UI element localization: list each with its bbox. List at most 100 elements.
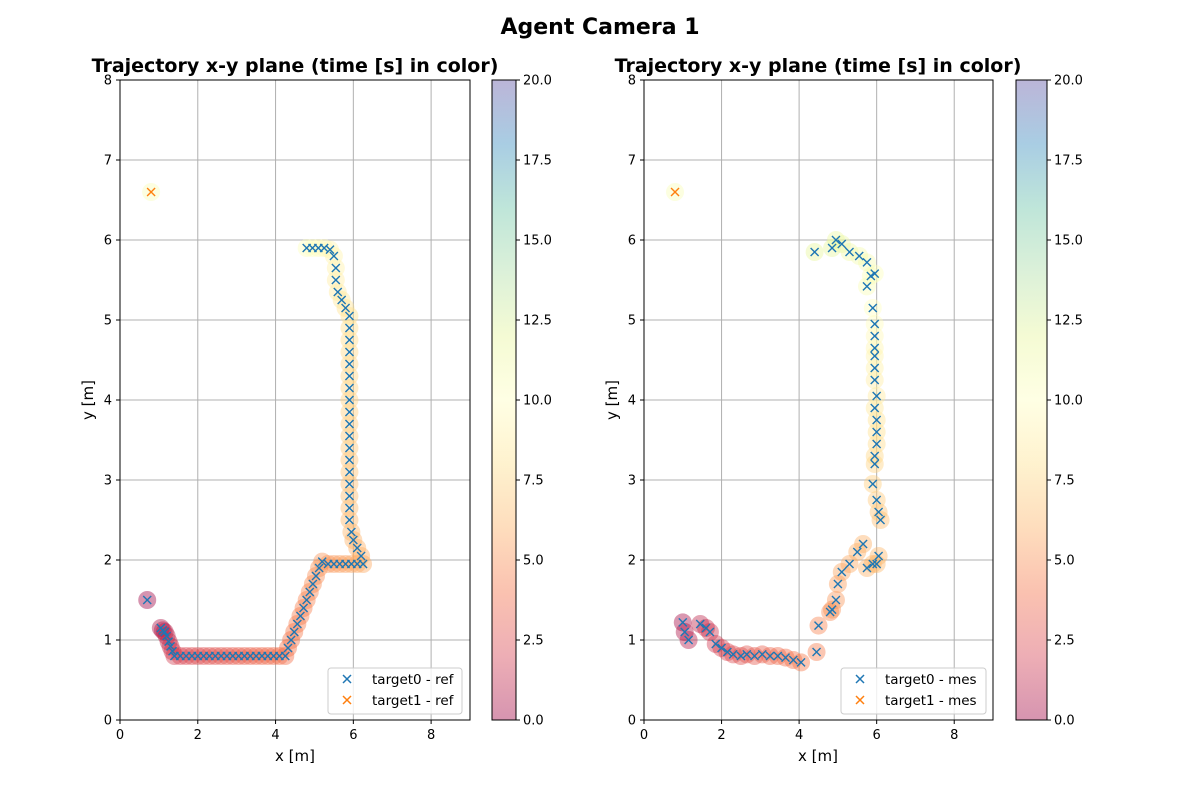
- x-marker: [344, 419, 354, 429]
- y-tick-label: 6: [104, 234, 112, 249]
- chart-1-marks: [138, 183, 373, 665]
- figure-title: Agent Camera 1: [500, 15, 699, 40]
- x-marker: [870, 459, 880, 469]
- x-tick-label: 6: [873, 728, 881, 743]
- x-marker: [684, 635, 694, 645]
- x-marker: [872, 391, 882, 401]
- y-tick-label: 0: [104, 714, 112, 729]
- x-marker: [344, 323, 354, 333]
- x-tick-label: 4: [795, 728, 803, 743]
- y-tick-label: 3: [104, 474, 112, 489]
- colorbar-tick-label: 20.0: [1054, 74, 1083, 89]
- chart-1-colorbar: 0.0 2.5 5.0 7.5 10.0 12.5 15.0 17.5 20.0: [491, 74, 552, 729]
- x-marker: [868, 479, 878, 489]
- x-marker: [831, 595, 841, 605]
- x-marker: [142, 595, 152, 605]
- legend-marker-target0-mes: [855, 674, 865, 684]
- x-marker: [872, 495, 882, 505]
- x-marker: [827, 243, 837, 253]
- chart-1-legend-box: [327, 667, 463, 715]
- x-marker: [314, 563, 324, 573]
- x-marker: [866, 271, 876, 281]
- legend-label-target0-mes: target0 - mes: [885, 672, 977, 688]
- legend-marker-target1-mes: [855, 695, 865, 705]
- chart-1-xlabel: x [m]: [275, 747, 315, 765]
- chart-1-colorbar-gradient: [491, 79, 517, 721]
- x-tick-label: 4: [271, 728, 279, 743]
- colorbar-tick-label: 15.0: [1054, 234, 1083, 249]
- chart-1-legend: target0 - ref target1 - ref: [327, 667, 463, 715]
- legend-marker-target1-ref: [342, 695, 352, 705]
- y-tick-label: 5: [104, 314, 112, 329]
- x-marker: [722, 647, 732, 657]
- x-marker: [868, 559, 878, 569]
- colorbar-tick-label: 17.5: [1054, 154, 1083, 169]
- x-marker: [344, 395, 354, 405]
- x-marker: [872, 415, 882, 425]
- x-marker: [344, 431, 354, 441]
- chart-2-colorbar: 0.0 2.5 5.0 7.5 10.0 12.5 15.0 17.5 20.0: [1015, 74, 1083, 729]
- x-marker: [331, 263, 341, 273]
- x-marker: [348, 535, 358, 545]
- x-marker: [299, 603, 309, 613]
- x-marker: [308, 579, 318, 589]
- x-tick-label: 0: [640, 728, 648, 743]
- x-marker: [736, 651, 746, 661]
- x-marker: [872, 439, 882, 449]
- x-marker: [344, 371, 354, 381]
- x-marker: [344, 503, 354, 513]
- x-marker: [845, 247, 855, 257]
- x-marker: [796, 657, 806, 667]
- colorbar-tick-label: 2.5: [1054, 634, 1075, 649]
- x-marker: [810, 247, 820, 257]
- colorbar-tick-label: 5.0: [1054, 554, 1075, 569]
- x-marker: [870, 451, 880, 461]
- x-marker: [678, 617, 688, 627]
- colorbar-tick-label: 17.5: [523, 154, 552, 169]
- x-marker: [876, 515, 886, 525]
- y-tick-label: 4: [628, 394, 636, 409]
- x-marker: [868, 303, 878, 313]
- chart-2-xlabel: x [m]: [798, 747, 838, 765]
- chart-1-title: Trajectory x-y plane (time [s] in color): [92, 55, 499, 77]
- x-marker: [765, 651, 775, 661]
- x-marker: [164, 637, 174, 647]
- x-marker: [717, 643, 727, 653]
- x-marker: [858, 539, 868, 549]
- x-marker: [146, 187, 156, 197]
- x-marker: [344, 443, 354, 453]
- chart-2-ticks: 0 2 4 6 8 0 1 2 3 4 5 6 7 8: [628, 74, 959, 744]
- x-marker: [831, 235, 841, 245]
- x-marker: [742, 649, 752, 659]
- x-tick-label: 2: [717, 728, 725, 743]
- chart-panel-2: Trajectory x-y plane (time [s] in color)…: [603, 55, 1083, 765]
- x-marker: [341, 303, 351, 313]
- x-marker: [750, 651, 760, 661]
- x-marker: [812, 647, 822, 657]
- x-marker: [874, 551, 884, 561]
- chart-1-colorbar-ticks: 0.0 2.5 5.0 7.5 10.0 12.5 15.0 17.5 20.0: [516, 74, 552, 729]
- x-marker: [862, 257, 872, 267]
- x-marker: [854, 251, 864, 261]
- colorbar-tick-label: 0.0: [523, 714, 544, 729]
- x-marker: [344, 311, 354, 321]
- chart-panel-1: Trajectory x-y plane (time [s] in color)…: [79, 55, 552, 765]
- y-tick-label: 2: [628, 554, 636, 569]
- x-marker: [292, 619, 302, 629]
- colorbar-tick-label: 7.5: [523, 474, 544, 489]
- x-marker: [711, 639, 721, 649]
- colorbar-tick-label: 20.0: [523, 74, 552, 89]
- x-marker: [344, 515, 354, 525]
- legend-marker-target0-ref: [342, 674, 352, 684]
- x-tick-label: 6: [349, 728, 357, 743]
- x-marker: [862, 563, 872, 573]
- x-marker: [814, 621, 823, 631]
- x-marker: [728, 649, 738, 659]
- x-marker: [344, 455, 354, 465]
- x-tick-label: 8: [427, 728, 435, 743]
- x-marker: [870, 331, 880, 341]
- x-marker: [695, 619, 705, 629]
- x-marker: [166, 641, 176, 651]
- y-tick-label: 8: [104, 74, 112, 89]
- x-marker: [862, 281, 872, 291]
